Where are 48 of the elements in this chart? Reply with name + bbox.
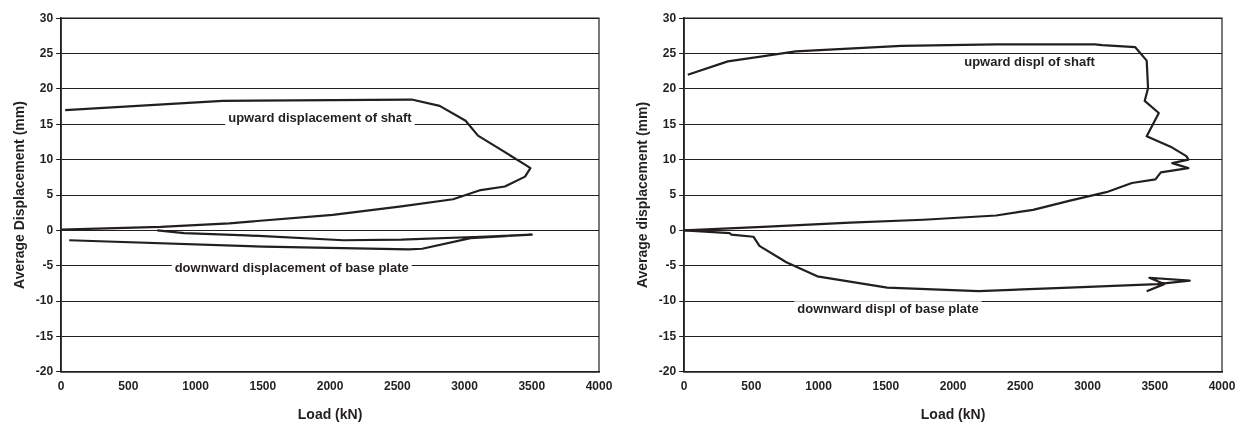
x-tick-label: 4000	[585, 379, 613, 394]
y-tick-label: 10	[662, 151, 677, 166]
x-tick-label: 1500	[249, 379, 277, 394]
x-tick-label: 500	[118, 379, 139, 394]
series-label: downward displacement of base plate	[174, 259, 409, 275]
x-tick-label: 1000	[182, 379, 210, 394]
x-axis-title: Load (kN)	[297, 406, 363, 423]
y-tick-label: 20	[662, 81, 677, 96]
x-tick-label: 1500	[872, 379, 900, 394]
series-label: upward displ of shaft	[964, 54, 1096, 70]
x-tick-label: 2000	[316, 379, 344, 394]
x-tick-label: 3000	[1074, 379, 1102, 394]
x-tick-label: 3500	[518, 379, 546, 394]
y-tick-label: 15	[39, 116, 54, 131]
x-tick-label: 2500	[383, 379, 411, 394]
x-tick-label: 3000	[451, 379, 479, 394]
x-tick-label: 0	[680, 379, 688, 394]
y-tick-label: -15	[658, 328, 677, 343]
y-tick-label: -10	[658, 293, 677, 308]
series-label: upward displacement of shaft	[228, 109, 413, 125]
y-tick-label: 25	[39, 45, 54, 60]
y-tick-label: 25	[662, 45, 677, 60]
y-tick-label: 0	[46, 222, 54, 237]
x-axis-title: Load (kN)	[920, 406, 986, 423]
y-tick-label: -5	[665, 258, 677, 273]
y-tick-label: 30	[39, 10, 54, 25]
y-tick-label: 20	[39, 81, 54, 96]
y-tick-label: 15	[662, 116, 677, 131]
y-tick-label: 5	[669, 187, 677, 202]
x-tick-label: 500	[741, 379, 762, 394]
y-tick-label: -15	[35, 328, 54, 343]
x-tick-label: 2000	[939, 379, 967, 394]
y-tick-label: -10	[35, 293, 54, 308]
y-tick-label: 30	[662, 10, 677, 25]
x-tick-label: 2500	[1006, 379, 1034, 394]
x-tick-label: 1000	[805, 379, 833, 394]
y-tick-label: 5	[46, 187, 54, 202]
y-tick-label: 10	[39, 151, 54, 166]
y-tick-label: -20	[35, 364, 54, 379]
y-axis-title: Average displacement (mm)	[634, 101, 651, 289]
x-tick-label: 0	[57, 379, 65, 394]
series-label: downward displ of base plate	[797, 301, 979, 317]
x-tick-label: 4000	[1208, 379, 1236, 394]
y-axis-title: Average Displacement (mm)	[11, 101, 28, 289]
y-tick-label: -5	[42, 258, 54, 273]
y-tick-label: -20	[658, 364, 677, 379]
x-tick-label: 3500	[1141, 379, 1169, 394]
y-tick-label: 0	[669, 222, 677, 237]
